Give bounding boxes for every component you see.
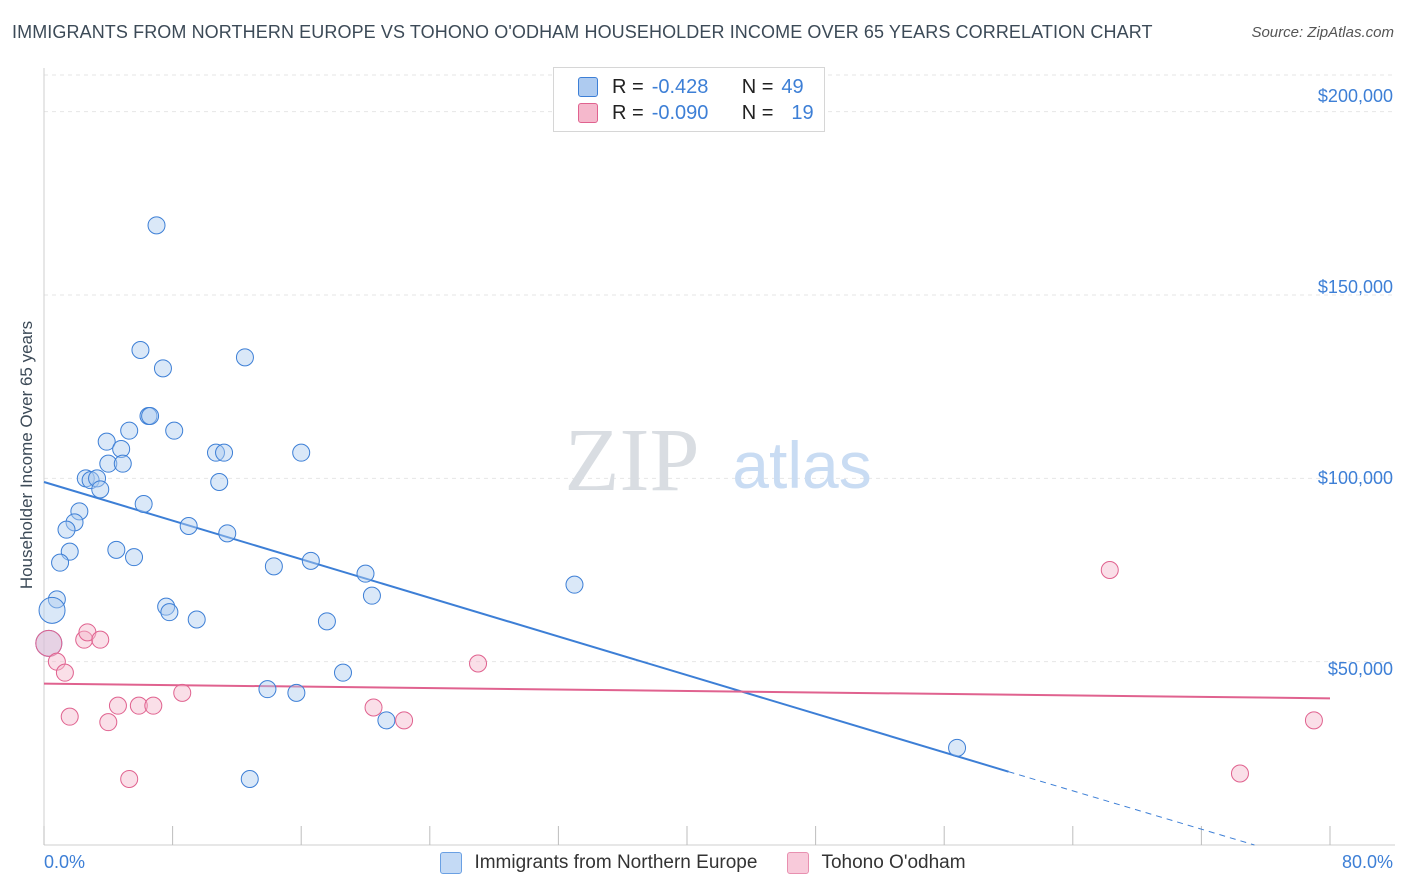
data-point	[120, 421, 139, 440]
data-point	[131, 341, 150, 359]
data-point	[129, 696, 148, 715]
series-legend-label: Tohono O'odham	[821, 852, 966, 873]
data-point	[70, 502, 89, 521]
axes	[43, 68, 1395, 846]
series-legend-swatch-pink	[787, 852, 810, 874]
series-tohono-oodham	[35, 561, 1323, 788]
trend-lines	[43, 481, 1331, 846]
data-point	[147, 216, 166, 235]
data-point	[287, 683, 306, 702]
legend-swatch-pink	[578, 103, 598, 123]
data-point	[144, 696, 163, 715]
data-point	[218, 524, 237, 543]
data-point	[55, 663, 74, 682]
legend-r-label: R =	[612, 75, 644, 98]
data-point	[333, 663, 352, 682]
data-point	[301, 551, 320, 570]
data-point	[565, 575, 584, 594]
data-point	[362, 586, 381, 605]
data-point	[99, 454, 118, 473]
data-point	[51, 553, 70, 572]
x-tick-label-min: 0.0%	[44, 852, 86, 872]
series-legend-item-pink[interactable]: Tohono O'odham	[787, 852, 966, 874]
y-axis-label: Householder Income Over 65 years	[17, 320, 36, 590]
data-point	[157, 597, 176, 616]
data-point	[235, 348, 254, 367]
data-point	[173, 683, 192, 702]
data-point	[134, 495, 153, 513]
data-point	[165, 421, 184, 440]
data-point	[47, 590, 66, 609]
data-point	[153, 359, 172, 378]
data-point	[292, 443, 311, 462]
watermark-zip: ZIP	[565, 411, 700, 510]
watermark: ZIP atlas	[565, 411, 872, 510]
data-point	[356, 564, 375, 583]
data-point	[60, 707, 79, 726]
source-label: Source: ZipAtlas.com	[1251, 24, 1394, 41]
data-point	[469, 654, 488, 673]
data-point	[125, 548, 144, 567]
series-legend-swatch-blue	[440, 852, 463, 874]
legend-n-value: 49	[781, 75, 804, 98]
chart-title: IMMIGRANTS FROM NORTHERN EUROPE VS TOHON…	[12, 22, 1153, 42]
data-point	[395, 711, 414, 730]
series-legend-label: Immigrants from Northern Europe	[474, 852, 758, 873]
legend-n-value: 19	[791, 101, 814, 124]
data-point	[364, 698, 383, 717]
legend-r-value: -0.428	[651, 75, 709, 98]
y-tick-label: $100,000	[1317, 468, 1393, 488]
legend-r-label: R =	[612, 101, 644, 124]
series-legend: Immigrants from Northern Europe Tohono O…	[0, 852, 1406, 874]
data-point	[264, 557, 283, 576]
data-point	[160, 603, 179, 622]
watermark-atlas: atlas	[732, 428, 871, 502]
data-point	[1230, 764, 1249, 783]
legend-n-label: N =	[741, 101, 774, 124]
data-point	[91, 630, 110, 649]
data-point	[179, 517, 198, 535]
correlation-legend: R = -0.428 N = 49 R = -0.090 N = 19	[553, 67, 825, 132]
data-point	[317, 612, 336, 631]
data-point	[240, 770, 259, 788]
data-point	[141, 407, 160, 425]
data-point	[1304, 711, 1323, 730]
data-point	[948, 738, 967, 757]
data-point	[112, 440, 131, 458]
legend-row-pink: R = -0.090 N = 19	[578, 101, 814, 125]
data-point	[81, 471, 100, 490]
data-point	[91, 480, 110, 499]
data-point	[1100, 561, 1119, 579]
y-tick-label: $200,000	[1317, 86, 1393, 106]
data-point	[97, 432, 116, 451]
series-legend-item-blue[interactable]: Immigrants from Northern Europe	[440, 852, 757, 874]
data-point	[107, 540, 126, 559]
data-point	[35, 629, 63, 657]
data-point	[258, 680, 277, 699]
data-point	[113, 454, 132, 473]
x-tick-label-max: 80.0%	[1341, 852, 1393, 872]
legend-n-label: N =	[741, 75, 774, 98]
data-point	[57, 520, 76, 539]
trend-line-blue	[43, 481, 1009, 773]
data-point	[120, 770, 139, 788]
legend-swatch-blue	[578, 77, 598, 97]
data-point	[210, 473, 229, 491]
data-point	[187, 610, 206, 629]
trend-line-pink	[43, 682, 1331, 700]
y-tick-label: $50,000	[1327, 659, 1393, 679]
data-point	[215, 443, 234, 462]
series-immigrants-northern-europe	[35, 216, 967, 788]
data-point	[108, 696, 127, 715]
legend-row-blue: R = -0.428 N = 49	[578, 75, 804, 99]
legend-r-value: -0.090	[651, 101, 709, 124]
data-point	[99, 713, 118, 732]
grid-lines	[44, 74, 1395, 663]
data-point	[377, 711, 396, 730]
data-point	[38, 596, 66, 624]
data-point	[88, 469, 107, 488]
trend-line-blue-extension	[1008, 771, 1255, 846]
y-tick-label: $150,000	[1317, 277, 1393, 297]
